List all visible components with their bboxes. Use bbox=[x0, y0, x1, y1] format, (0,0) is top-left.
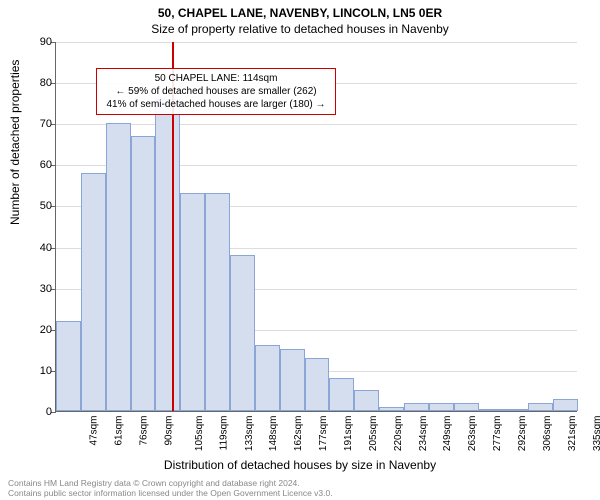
histogram-bar bbox=[230, 255, 255, 411]
chart-container: 50, CHAPEL LANE, NAVENBY, LINCOLN, LN5 0… bbox=[0, 0, 600, 500]
ytick-label: 10 bbox=[28, 365, 52, 377]
xtick-label: 191sqm bbox=[343, 416, 354, 452]
xtick-label: 177sqm bbox=[318, 416, 329, 452]
xtick-label: 306sqm bbox=[542, 416, 553, 452]
histogram-bar bbox=[305, 358, 330, 411]
grid-line bbox=[56, 42, 577, 43]
xtick-label: 148sqm bbox=[269, 416, 280, 452]
annotation-line: ← 59% of detached houses are smaller (26… bbox=[103, 85, 329, 98]
xtick-label: 234sqm bbox=[418, 416, 429, 452]
plot-area: 010203040506070809047sqm61sqm76sqm90sqm1… bbox=[55, 42, 577, 412]
ytick-label: 0 bbox=[28, 406, 52, 418]
grid-line bbox=[56, 124, 577, 125]
ytick-label: 20 bbox=[28, 324, 52, 336]
histogram-bar bbox=[180, 193, 205, 411]
footer-attribution: Contains HM Land Registry data © Crown c… bbox=[8, 479, 333, 498]
histogram-bar bbox=[131, 136, 156, 411]
histogram-bar bbox=[528, 403, 553, 411]
histogram-bar bbox=[429, 403, 454, 411]
histogram-bar bbox=[379, 407, 404, 411]
annotation-line: 41% of semi-detached houses are larger (… bbox=[103, 98, 329, 111]
histogram-bar bbox=[329, 378, 354, 411]
ytick-label: 50 bbox=[28, 200, 52, 212]
x-axis-label: Distribution of detached houses by size … bbox=[0, 458, 600, 472]
ytick-label: 40 bbox=[28, 242, 52, 254]
xtick-label: 335sqm bbox=[592, 416, 600, 452]
annotation-line: 50 CHAPEL LANE: 114sqm bbox=[103, 72, 329, 85]
xtick-label: 90sqm bbox=[164, 416, 175, 446]
footer-line-2: Contains public sector information licen… bbox=[8, 489, 333, 498]
histogram-bar bbox=[106, 123, 131, 411]
xtick-label: 249sqm bbox=[443, 416, 454, 452]
ytick-label: 80 bbox=[28, 77, 52, 89]
xtick-label: 205sqm bbox=[368, 416, 379, 452]
ytick-label: 70 bbox=[28, 118, 52, 130]
y-axis-label: Number of detached properties bbox=[8, 60, 22, 225]
histogram-bar bbox=[81, 173, 106, 411]
histogram-bar bbox=[155, 99, 180, 411]
xtick-label: 277sqm bbox=[492, 416, 503, 452]
histogram-bar bbox=[280, 349, 305, 411]
chart-subtitle: Size of property relative to detached ho… bbox=[0, 20, 600, 36]
histogram-bar bbox=[205, 193, 230, 411]
histogram-bar bbox=[354, 390, 379, 411]
xtick-label: 47sqm bbox=[89, 416, 100, 446]
xtick-label: 263sqm bbox=[467, 416, 478, 452]
xtick-label: 76sqm bbox=[139, 416, 150, 446]
xtick-label: 133sqm bbox=[244, 416, 255, 452]
xtick-label: 321sqm bbox=[567, 416, 578, 452]
histogram-bar bbox=[56, 321, 81, 411]
chart-title-address: 50, CHAPEL LANE, NAVENBY, LINCOLN, LN5 0… bbox=[0, 0, 600, 20]
histogram-bar bbox=[255, 345, 280, 411]
histogram-bar bbox=[553, 399, 578, 411]
histogram-bar bbox=[503, 409, 528, 411]
annotation-box: 50 CHAPEL LANE: 114sqm← 59% of detached … bbox=[96, 68, 336, 115]
xtick-label: 162sqm bbox=[293, 416, 304, 452]
xtick-label: 220sqm bbox=[393, 416, 404, 452]
histogram-bar bbox=[454, 403, 479, 411]
xtick-label: 292sqm bbox=[517, 416, 528, 452]
ytick-label: 90 bbox=[28, 36, 52, 48]
xtick-label: 105sqm bbox=[194, 416, 205, 452]
ytick-label: 30 bbox=[28, 283, 52, 295]
xtick-label: 61sqm bbox=[114, 416, 125, 446]
histogram-bar bbox=[404, 403, 429, 411]
ytick-label: 60 bbox=[28, 159, 52, 171]
xtick-label: 119sqm bbox=[218, 416, 229, 451]
histogram-bar bbox=[479, 409, 504, 411]
